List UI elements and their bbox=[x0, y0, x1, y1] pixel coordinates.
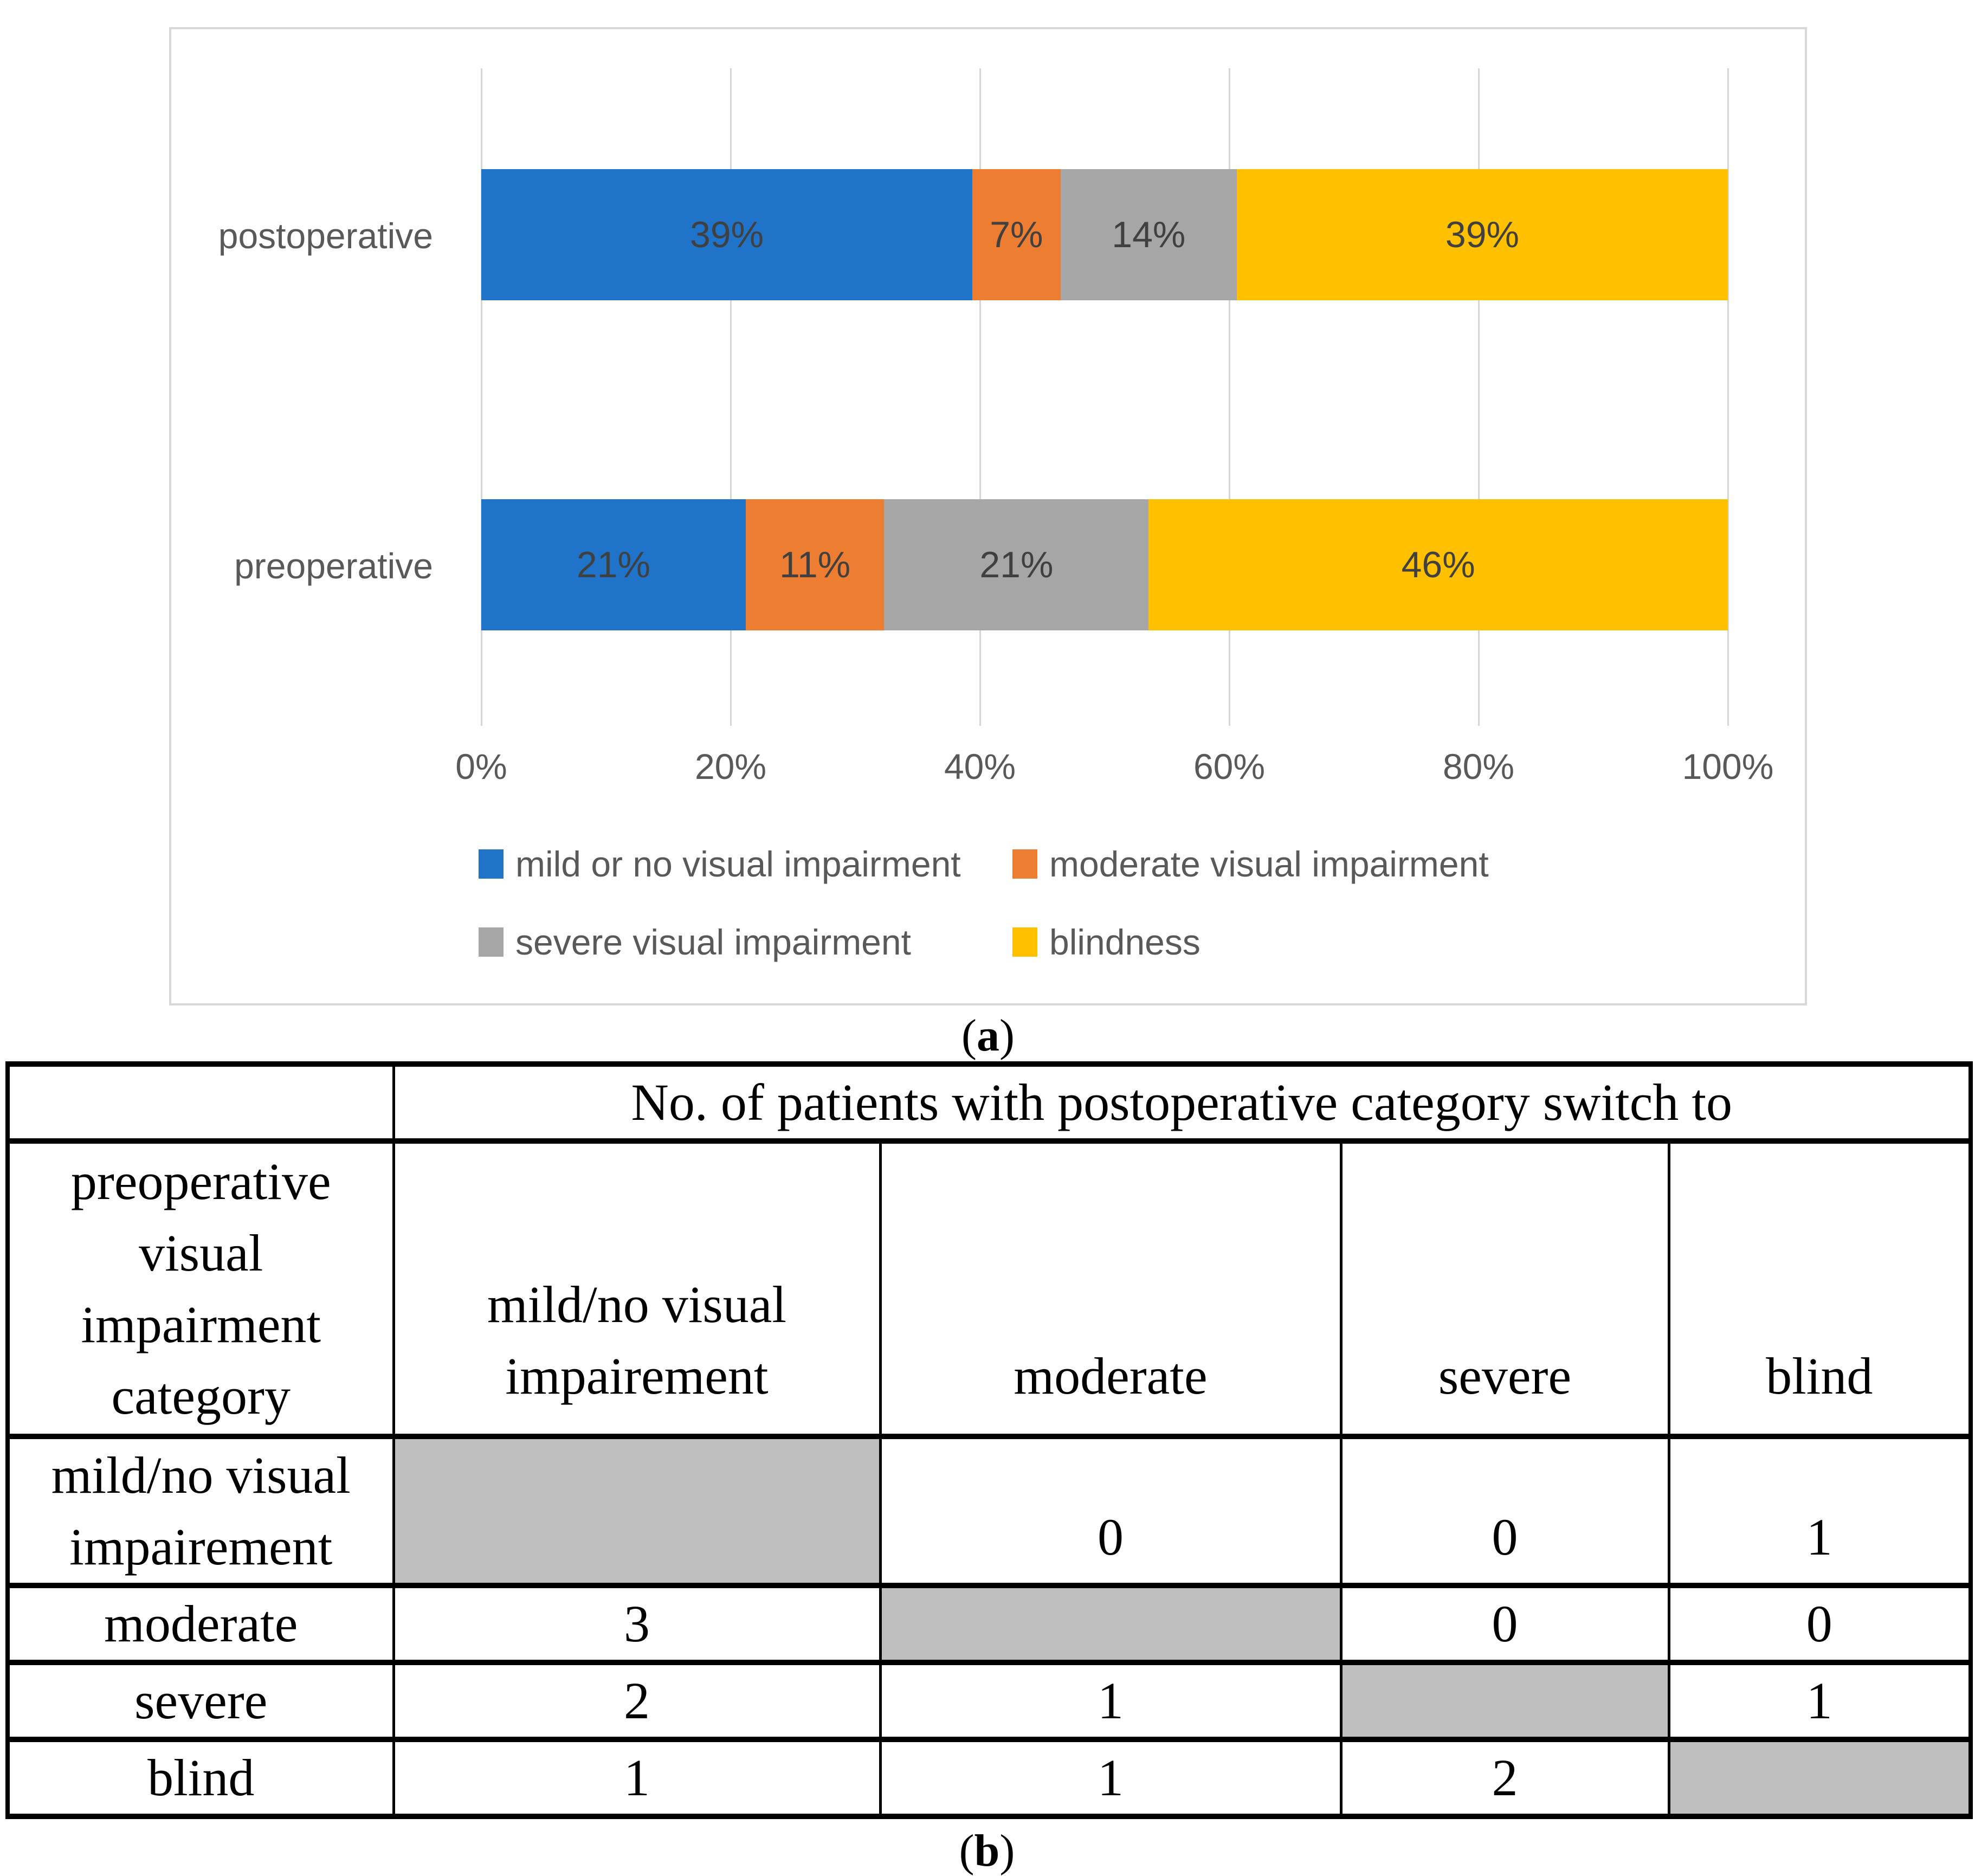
legend-label: moderate visual impairment bbox=[1049, 844, 1489, 884]
chart-panel-a: 39% 7% 14% 39% 21% 11% 21% 46% postoperative p… bbox=[169, 27, 1807, 1005]
legend-label: severe visual impairment bbox=[515, 922, 911, 962]
gridline-20% bbox=[730, 68, 732, 726]
switch-table: No. of patients with postoperative categ… bbox=[5, 1061, 1973, 1819]
data-label: 21% bbox=[979, 544, 1054, 585]
x-tick-0%: 0% bbox=[455, 746, 507, 786]
data-label: 39% bbox=[1445, 214, 1520, 255]
caption-b-paren-close: ) bbox=[999, 1826, 1015, 1876]
col-header-moderate: moderate bbox=[879, 1138, 1343, 1439]
bar-segment-postoperative-severe-visual-impairment: 14% bbox=[1060, 169, 1237, 300]
cell-severe-to-severe bbox=[1339, 1660, 1670, 1742]
legend-label: blindness bbox=[1049, 922, 1201, 962]
legend-swatch-icon bbox=[1012, 849, 1037, 879]
x-tick-20%: 20% bbox=[694, 746, 767, 786]
row-label-moderate: moderate bbox=[5, 1583, 395, 1665]
x-tick-80%: 80% bbox=[1442, 746, 1515, 786]
cell-moderate-to-mild: 3 bbox=[392, 1583, 882, 1665]
col-header-line: severe bbox=[1438, 1347, 1572, 1405]
gridline-80% bbox=[1478, 68, 1480, 726]
caption-a: (a) bbox=[169, 1009, 1807, 1062]
col-header-line: impairement bbox=[505, 1347, 769, 1405]
x-tick-60%: 60% bbox=[1193, 746, 1266, 786]
cell-severe-to-moderate: 1 bbox=[879, 1660, 1343, 1742]
legend-swatch-icon bbox=[1012, 927, 1037, 957]
caption-a-paren-close: ) bbox=[999, 1010, 1015, 1061]
cell-mild-to-moderate: 0 bbox=[879, 1434, 1343, 1588]
bar-segment-preoperative-moderate-visual-impairment: 11% bbox=[745, 499, 885, 630]
legend-item-severe-visual-impairment: severe visual impairment bbox=[479, 918, 1012, 966]
caption-a-paren-open: ( bbox=[961, 1010, 977, 1061]
legend-item-blindness: blindness bbox=[1012, 918, 1489, 966]
col-header-blind: blind bbox=[1667, 1138, 1973, 1439]
bar-segment-postoperative-moderate-visual-impairment: 7% bbox=[972, 169, 1061, 300]
bar-segment-preoperative-blindness: 46% bbox=[1148, 499, 1728, 630]
gridline-100% bbox=[1727, 68, 1729, 726]
cell-blind-to-severe: 2 bbox=[1339, 1737, 1670, 1819]
data-label: 46% bbox=[1401, 544, 1475, 585]
cell-moderate-to-moderate bbox=[879, 1583, 1343, 1665]
data-label: 7% bbox=[990, 214, 1043, 255]
bar-preoperative: 21% 11% 21% 46% bbox=[481, 499, 1728, 630]
table-corner-cell bbox=[5, 1061, 395, 1144]
row-header-line: preoperative bbox=[70, 1152, 331, 1210]
data-label: 39% bbox=[689, 214, 764, 255]
row-header-title: preoperative visual impairment category bbox=[5, 1138, 395, 1439]
data-label: 21% bbox=[576, 544, 650, 585]
col-header-mild: mild/no visual impairement bbox=[392, 1138, 882, 1439]
legend-label: mild or no visual impairment bbox=[515, 844, 961, 884]
bar-segment-postoperative-blindness: 39% bbox=[1236, 169, 1728, 300]
caption-a-letter: a bbox=[977, 1010, 999, 1061]
x-axis-ticks: 0% 20% 40% 60% 80% 100% bbox=[455, 746, 1773, 789]
cell-blind-to-moderate: 1 bbox=[879, 1737, 1343, 1819]
col-header-line: blind bbox=[1766, 1347, 1873, 1405]
row-header-line: category bbox=[111, 1366, 291, 1425]
cell-mild-to-blind: 1 bbox=[1667, 1434, 1973, 1588]
cell-mild-to-severe: 0 bbox=[1339, 1434, 1670, 1588]
cell-blind-to-blind bbox=[1667, 1737, 1973, 1819]
gridline-0% bbox=[481, 68, 482, 726]
chart-legend: mild or no visual impairment moderate vis… bbox=[479, 840, 1489, 966]
gridline-60% bbox=[1229, 68, 1230, 726]
row-label-severe: severe bbox=[5, 1660, 395, 1742]
gridline-40% bbox=[979, 68, 981, 726]
x-tick-100%: 100% bbox=[1682, 746, 1774, 786]
caption-b-paren-open: ( bbox=[959, 1826, 974, 1876]
row-label-mild: mild/no visual impairement bbox=[5, 1434, 395, 1588]
bar-segment-preoperative-severe-visual-impairment: 21% bbox=[884, 499, 1149, 630]
row-label-line: impairement bbox=[69, 1517, 333, 1576]
cell-moderate-to-blind: 0 bbox=[1667, 1583, 1973, 1665]
category-label-postoperative: postoperative bbox=[218, 216, 433, 256]
col-header-line: moderate bbox=[1014, 1347, 1208, 1405]
row-label-blind: blind bbox=[5, 1737, 395, 1819]
data-label: 11% bbox=[779, 544, 851, 585]
x-tick-40%: 40% bbox=[944, 746, 1016, 786]
cell-severe-to-blind: 1 bbox=[1667, 1660, 1973, 1742]
col-header-severe: severe bbox=[1339, 1138, 1670, 1439]
table-span-header: No. of patients with postoperative categ… bbox=[392, 1061, 1973, 1144]
legend-swatch-icon bbox=[479, 849, 504, 879]
col-header-line: mild/no visual bbox=[487, 1275, 786, 1333]
category-label-preoperative: preoperative bbox=[234, 546, 433, 586]
caption-b: (b) bbox=[5, 1825, 1968, 1876]
row-header-line: visual bbox=[139, 1223, 263, 1282]
row-label-line: mild/no visual bbox=[51, 1446, 351, 1504]
bar-segment-preoperative-mild-or-no-visual-impairment: 21% bbox=[481, 499, 746, 630]
legend-swatch-icon bbox=[479, 927, 504, 957]
plot-area: 39% 7% 14% 39% 21% 11% 21% 46% bbox=[481, 68, 1729, 726]
cell-blind-to-mild: 1 bbox=[392, 1737, 882, 1819]
data-label: 14% bbox=[1112, 214, 1186, 255]
cell-mild-to-mild bbox=[392, 1434, 882, 1588]
legend-item-moderate-visual-impairment: moderate visual impairment bbox=[1012, 840, 1489, 888]
legend-item-mild-or-no-visual-impairment: mild or no visual impairment bbox=[479, 840, 1012, 888]
cell-severe-to-mild: 2 bbox=[392, 1660, 882, 1742]
bar-segment-postoperative-mild-or-no-visual-impairment: 39% bbox=[481, 169, 973, 300]
caption-b-letter: b bbox=[974, 1826, 1000, 1876]
row-header-line: impairment bbox=[81, 1295, 321, 1353]
bar-postoperative: 39% 7% 14% 39% bbox=[481, 169, 1728, 300]
cell-moderate-to-severe: 0 bbox=[1339, 1583, 1670, 1665]
